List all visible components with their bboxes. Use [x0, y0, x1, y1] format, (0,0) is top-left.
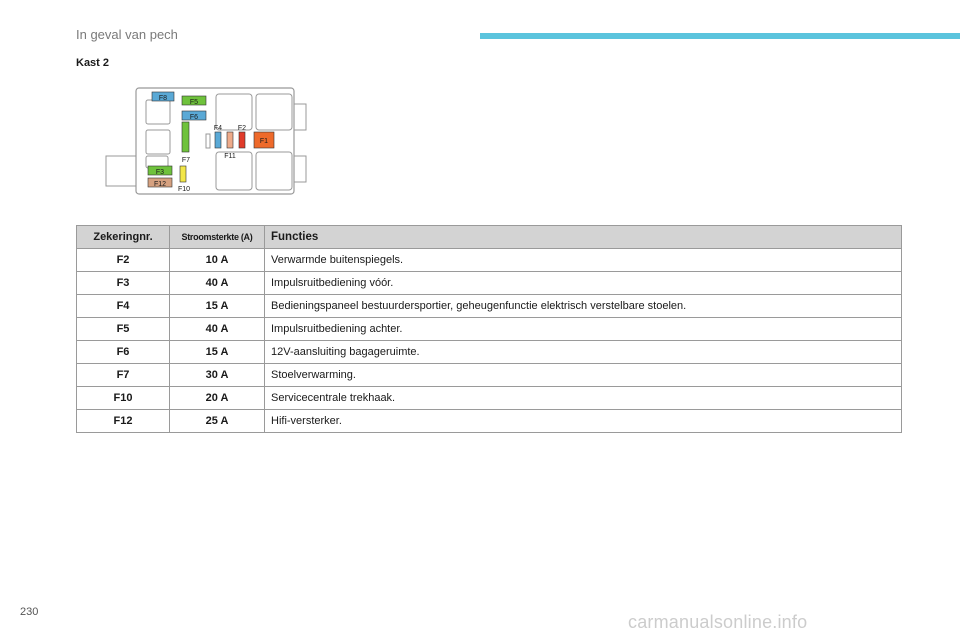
relay-slot — [145, 99, 171, 125]
section-title: In geval van pech — [76, 27, 178, 42]
fuse-number: F3 — [76, 271, 170, 295]
fuse-f8-label: F8 — [159, 95, 167, 102]
header-fuse-number: Zekeringnr. — [76, 225, 170, 249]
fuse-f6-label: F6 — [190, 114, 198, 121]
fuse-f12-label: F12 — [154, 181, 166, 188]
fuse-f1-label: F1 — [260, 138, 268, 145]
fuse-f7 — [181, 121, 190, 153]
fuse-f11-label: F11 — [224, 153, 236, 160]
fuse-f12 — [147, 177, 173, 188]
fuse-amperage: 15 A — [169, 340, 265, 364]
table-row: F4 15 A Bedieningspaneel bestuurdersport… — [76, 294, 902, 318]
fuse-f4 — [214, 131, 222, 149]
fuse-f8 — [151, 91, 175, 102]
fuse-f3 — [147, 165, 173, 176]
fuse-number: F10 — [76, 386, 170, 410]
fuse-f10 — [179, 165, 187, 183]
table-row: F12 25 A Hifi-versterker. — [76, 409, 902, 433]
fuse-number: F6 — [76, 340, 170, 364]
fuse-table: Zekeringnr. Stroomsterkte (A) Functies F… — [76, 225, 902, 433]
fuse-amperage: 25 A — [169, 409, 265, 433]
fuse-box-heading: Kast 2 — [76, 57, 110, 69]
table-row: F10 20 A Servicecentrale trekhaak. — [76, 386, 902, 410]
watermark: carmanualsonline.info — [628, 612, 808, 632]
header-functions: Functies — [264, 225, 902, 249]
fuse-number: F5 — [76, 317, 170, 341]
table-row: F5 40 A Impulsruitbediening achter. — [76, 317, 902, 341]
housing-right-tab-bottom — [293, 155, 307, 183]
fuse-amperage: 40 A — [169, 271, 265, 295]
fuse-f11 — [226, 131, 234, 149]
page-number: 230 — [20, 606, 39, 618]
fuse-f2 — [238, 131, 246, 149]
fuse-f6 — [181, 110, 207, 121]
header-amperage: Stroomsterkte (A) — [169, 225, 265, 249]
table-row: F2 10 A Verwarmde buitenspiegels. — [76, 248, 902, 272]
fuse-function: Bedieningspaneel bestuurdersportier, geh… — [264, 294, 902, 318]
fuse-box-diagram: F8 F5 F6 F7 F4 F11 F2 F1 F3 F12 F10 — [105, 87, 307, 195]
fuse-number: F7 — [76, 363, 170, 387]
relay-slot — [255, 151, 293, 191]
fuse-f7-label: F7 — [182, 157, 190, 164]
table-header-row: Zekeringnr. Stroomsterkte (A) Functies — [76, 225, 902, 249]
fuse-f3-label: F3 — [156, 169, 164, 176]
relay-slot — [215, 93, 253, 131]
fuse-number: F4 — [76, 294, 170, 318]
fuse-f4-label: F4 — [214, 125, 222, 132]
fuse-function: Servicecentrale trekhaak. — [264, 386, 902, 410]
fuse-f1 — [253, 131, 275, 149]
fuse-f5-label: F5 — [190, 99, 198, 106]
fuse-function: Hifi-versterker. — [264, 409, 902, 433]
table-row: F3 40 A Impulsruitbediening vóór. — [76, 271, 902, 295]
relay-slot — [255, 93, 293, 131]
relay-slot — [215, 151, 253, 191]
table-row: F7 30 A Stoelverwarming. — [76, 363, 902, 387]
fuse-number: F2 — [76, 248, 170, 272]
fuse-number: F12 — [76, 409, 170, 433]
table-row: F6 15 A 12V-aansluiting bagageruimte. — [76, 340, 902, 364]
housing-left-tab — [105, 155, 139, 187]
fuse-amperage: 30 A — [169, 363, 265, 387]
fuse-function: Impulsruitbediening vóór. — [264, 271, 902, 295]
fuse-amperage: 10 A — [169, 248, 265, 272]
fuse-function: Impulsruitbediening achter. — [264, 317, 902, 341]
fuse-f2-label: F2 — [238, 125, 246, 132]
header-accent-bar — [480, 33, 960, 39]
fuse-amperage: 20 A — [169, 386, 265, 410]
relay-slot — [145, 129, 171, 155]
fuse-function: 12V-aansluiting bagageruimte. — [264, 340, 902, 364]
fuse-function: Stoelverwarming. — [264, 363, 902, 387]
fuse-f5 — [181, 95, 207, 106]
fuse-f10-label: F10 — [178, 186, 190, 193]
fuse-slot — [205, 133, 211, 149]
fuse-amperage: 15 A — [169, 294, 265, 318]
fuse-amperage: 40 A — [169, 317, 265, 341]
fuse-function: Verwarmde buitenspiegels. — [264, 248, 902, 272]
housing-right-tab-top — [293, 103, 307, 131]
